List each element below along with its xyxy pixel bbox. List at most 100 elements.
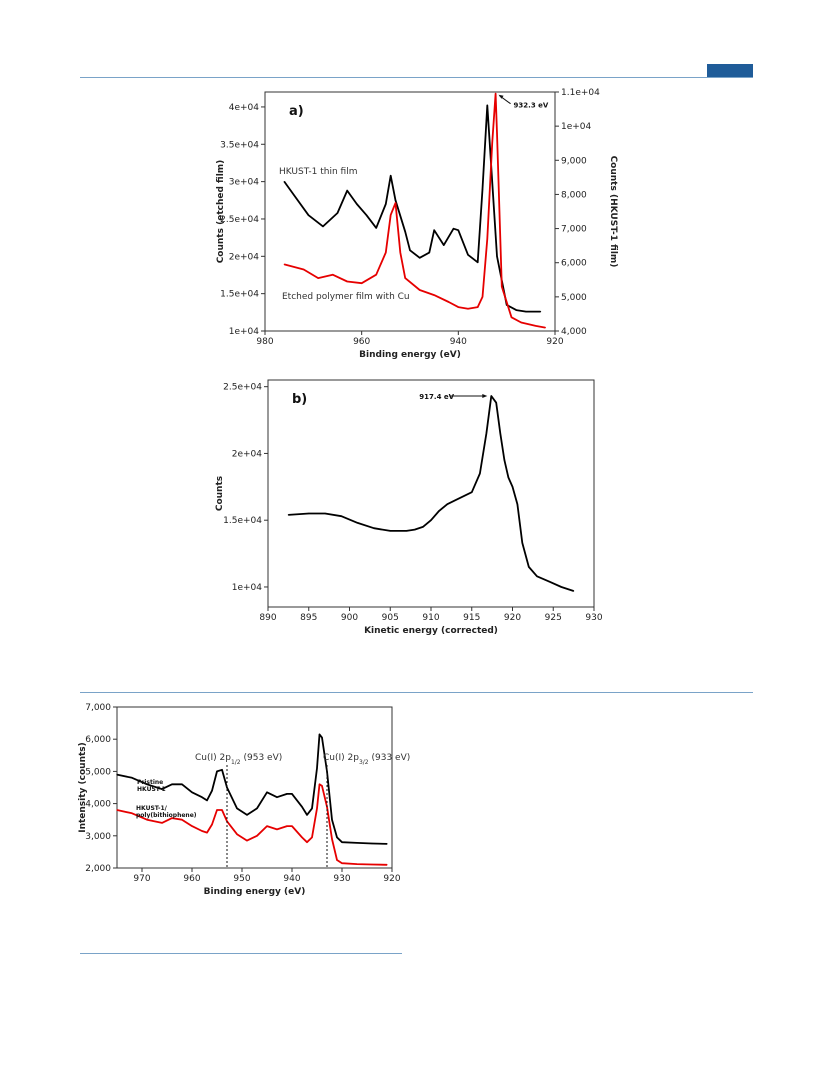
series-point: [346, 190, 348, 192]
series-point: [321, 785, 323, 787]
series-point: [191, 791, 193, 793]
series-point: [322, 225, 324, 227]
x-tick-label: 920: [383, 874, 400, 884]
series-point: [510, 316, 513, 318]
series-annotation-etched: Etched polymer film with Cu: [282, 292, 410, 302]
y-tick-label: 5,000: [85, 767, 111, 777]
series-point: [316, 807, 318, 810]
y-axis-title: Intensity (counts): [78, 742, 88, 833]
series-point: [457, 229, 459, 231]
peak-label: 917.4 eV: [419, 393, 454, 401]
series-point: [548, 581, 550, 583]
series-point: [361, 282, 363, 284]
series-point: [226, 786, 228, 789]
series-line-1: [288, 395, 574, 592]
panel-label: b): [292, 392, 307, 407]
series-point: [490, 395, 492, 397]
series-point: [146, 783, 148, 785]
series-point: [256, 807, 258, 810]
series-line-2: [116, 783, 388, 866]
series-point: [221, 769, 223, 771]
y-tick-label: 2.5e+04: [220, 215, 259, 225]
series-point: [216, 770, 218, 773]
series-point: [336, 212, 339, 214]
series-point: [503, 459, 505, 461]
series-point: [356, 842, 358, 844]
x-tick-label: 920: [546, 337, 563, 347]
y-axis-title: Counts: [215, 476, 225, 511]
series-point: [467, 254, 469, 256]
series-point: [428, 252, 430, 254]
chart-b: 890 895 900 905 910 915 920 925 930 1e+04 1.5e+04 2…: [215, 379, 603, 636]
series-point: [390, 175, 392, 177]
series-point: [246, 814, 248, 816]
series-point: [405, 530, 408, 532]
series-point: [336, 836, 338, 839]
series-point: [286, 825, 288, 827]
y-tick-label: 2e+04: [229, 252, 260, 262]
series-name-2: HKUST-1/poly(bithiophene): [136, 805, 197, 819]
series-point: [399, 251, 401, 254]
x-axis-title: Binding energy (eV): [204, 887, 306, 897]
y2-tick-label: 4,000: [561, 327, 587, 337]
peak-label: 932.3 eV: [514, 102, 549, 110]
chart-c: 970 960 950 940 930 920 2,000 3,000 4,000 5,000 6,…: [78, 703, 410, 897]
series-point: [452, 228, 455, 230]
y2-tick-label: 1.1e+04: [561, 88, 600, 98]
series-point: [201, 830, 203, 832]
series-point: [131, 777, 133, 779]
series-point: [528, 566, 530, 568]
series-point: [454, 499, 456, 501]
series-point: [318, 783, 321, 785]
series-point: [301, 836, 303, 839]
series-point: [448, 301, 450, 303]
series-point: [394, 199, 397, 201]
series-point: [221, 809, 223, 811]
series-point: [211, 823, 213, 826]
series-point: [385, 251, 387, 254]
y2-tick-label: 8,000: [561, 190, 587, 200]
series-point: [356, 203, 358, 205]
y-tick-label: 1.5e+04: [220, 290, 259, 300]
series-point: [525, 311, 527, 313]
series-point: [539, 311, 542, 313]
series-point: [471, 491, 473, 493]
series-point: [131, 812, 133, 814]
reference-label-1: Cu(I) 2p1/2 (953 eV): [195, 753, 282, 766]
series-point: [116, 774, 118, 776]
series-point: [357, 522, 359, 524]
x-tick-label: 915: [463, 613, 480, 623]
series-point: [146, 819, 148, 821]
series-point: [356, 863, 358, 865]
page-badge: [707, 64, 753, 77]
series-point: [386, 864, 388, 866]
x-tick-label: 925: [545, 613, 562, 623]
x-tick-label: 910: [422, 613, 439, 623]
series-point: [236, 807, 238, 810]
series-point: [375, 274, 377, 276]
plot-frame: [267, 379, 595, 608]
series-point: [293, 194, 295, 196]
series-point: [496, 255, 498, 257]
series-point: [201, 796, 203, 798]
series-point: [507, 476, 509, 479]
series-point: [266, 825, 268, 827]
series-point: [308, 512, 310, 515]
series-point: [535, 325, 537, 327]
y-tick-label: 3,000: [85, 832, 111, 842]
y-tick-label: 3.5e+04: [220, 140, 259, 150]
x-tick-label: 960: [183, 874, 200, 884]
series-point: [486, 104, 488, 106]
x-tick-label: 900: [341, 613, 358, 623]
series-point: [324, 512, 326, 515]
series-point: [495, 402, 497, 404]
y-tick-label: 7,000: [85, 703, 111, 713]
series-point: [276, 796, 278, 798]
series-point: [311, 807, 313, 810]
x-tick-label: 930: [333, 874, 350, 884]
series-point: [373, 527, 375, 529]
series-point: [336, 859, 338, 861]
series-point: [386, 843, 388, 845]
series-point: [385, 203, 387, 205]
